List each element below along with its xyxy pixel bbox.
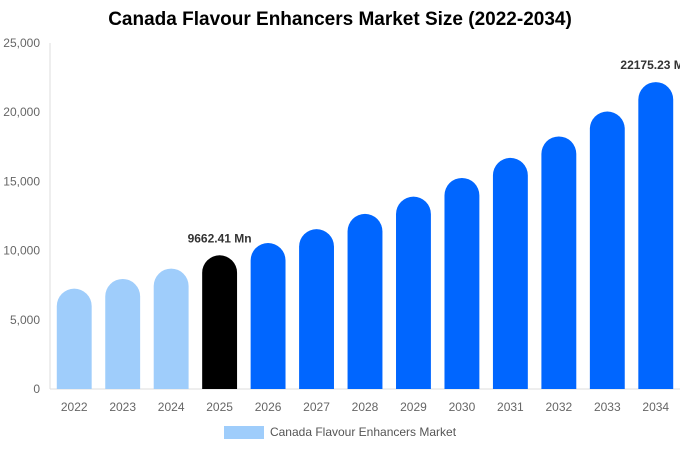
bar-2027 (299, 229, 334, 389)
x-tick-label: 2028 (352, 400, 379, 414)
x-tick-label: 2031 (497, 400, 524, 414)
bar-2024 (153, 268, 189, 389)
data-label: 9662.41 Mn (188, 231, 252, 245)
x-tick-label: 2027 (303, 400, 330, 414)
x-tick-label: 2034 (642, 400, 669, 414)
bar-2029 (396, 196, 431, 389)
data-label: 22175.23 Mn (620, 58, 680, 72)
x-tick-label: 2026 (255, 400, 282, 414)
bars (56, 82, 674, 390)
y-tick-label: 5,000 (10, 313, 40, 327)
x-tick-label: 2030 (449, 400, 476, 414)
legend-swatch (223, 425, 264, 439)
bar-2025 (202, 255, 238, 389)
x-tick-label: 2029 (400, 400, 427, 414)
legend: Canada Flavour Enhancers Market (0, 425, 680, 439)
bar-2033 (589, 111, 625, 390)
bar-2034 (638, 82, 674, 390)
bar-2022 (56, 288, 92, 389)
bar-2023 (105, 278, 141, 389)
chart-title: Canada Flavour Enhancers Market Size (20… (108, 9, 572, 30)
x-tick-label: 2033 (594, 400, 621, 414)
x-tick-label: 2025 (206, 400, 233, 414)
y-tick-label: 20,000 (3, 105, 40, 119)
x-tick-label: 2032 (545, 400, 572, 414)
y-tick-label: 0 (33, 382, 40, 396)
x-tick-label: 2023 (109, 400, 136, 414)
y-tick-label: 15,000 (3, 174, 40, 188)
y-tick-labels: 0 5,000 10,000 15,000 20,000 25,000 (3, 36, 40, 396)
y-tick-label: 25,000 (3, 36, 40, 50)
bar-2032 (541, 136, 577, 389)
bar-2028 (347, 213, 383, 389)
x-tick-label: 2022 (61, 400, 88, 414)
x-tick-labels: 2022 2023 2024 2025 2026 2027 2028 2029 2030 2031… (61, 400, 670, 414)
bar-2026 (250, 242, 286, 389)
y-tick-label: 10,000 (3, 244, 40, 258)
bar-2031 (492, 157, 528, 389)
annotations: 9662.41 Mn 22175.23 Mn (188, 58, 680, 245)
bar-2030 (444, 177, 480, 389)
x-tick-label: 2024 (158, 400, 185, 414)
legend-label: Canada Flavour Enhancers Market (269, 425, 457, 439)
